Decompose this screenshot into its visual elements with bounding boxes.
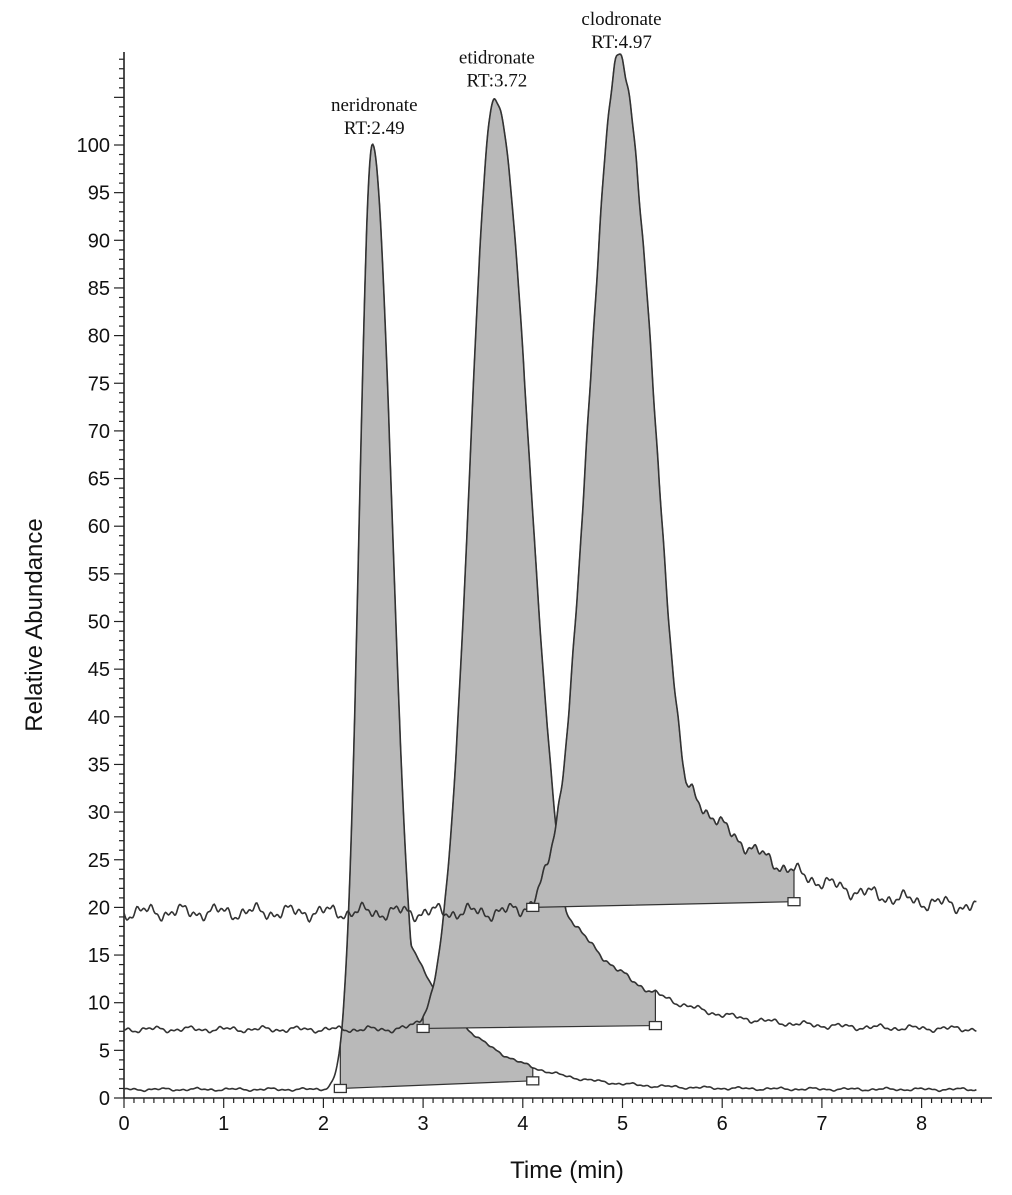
y-tick-label: 75: [88, 373, 110, 395]
peak-area-clodronate: [532, 53, 795, 909]
x-tick-label: 3: [418, 1113, 429, 1135]
x-tick-label: 4: [517, 1113, 528, 1135]
x-tick-label: 7: [816, 1113, 827, 1135]
y-tick-label: 100: [77, 135, 110, 157]
y-tick-label: 85: [88, 278, 110, 300]
y-tick-label: 95: [88, 183, 110, 205]
y-tick-label: 20: [88, 897, 110, 919]
x-tick-label: 2: [318, 1113, 329, 1135]
y-axis-title: Relative Abundance: [21, 518, 48, 732]
integration-start-marker: [416, 1023, 430, 1034]
y-tick-label: 80: [88, 326, 110, 348]
x-axis-title: Time (min): [510, 1157, 624, 1184]
axes: 0510152025303540455055606570758085909510…: [77, 52, 992, 1135]
y-tick-label: 40: [88, 707, 110, 729]
retention-time-label: RT:3.72: [467, 70, 528, 91]
trace-neridronate: [124, 143, 977, 1093]
integration-start-marker: [526, 902, 540, 913]
y-tick-label: 30: [88, 802, 110, 824]
integration-start-marker: [333, 1083, 347, 1094]
x-tick-label: 8: [916, 1113, 927, 1135]
y-tick-label: 25: [88, 850, 110, 872]
series-layer: [123, 53, 977, 1094]
y-tick-label: 10: [88, 993, 110, 1015]
y-tick-label: 15: [88, 945, 110, 967]
integration-end-marker: [526, 1076, 540, 1086]
peak-label-neridronate: neridronate: [331, 95, 418, 116]
y-tick-label: 50: [88, 612, 110, 634]
retention-time-label: RT:2.49: [344, 118, 405, 139]
x-tick-label: 1: [218, 1113, 229, 1135]
y-tick-label: 60: [88, 516, 110, 538]
y-tick-label: 5: [99, 1040, 110, 1062]
y-tick-label: 0: [99, 1088, 110, 1110]
x-tick-label: 0: [118, 1113, 129, 1135]
trace-clodronate: [123, 53, 977, 923]
peak-label-etidronate: etidronate: [459, 47, 535, 68]
integration-end-marker: [787, 897, 801, 907]
trace-etidronate: [123, 97, 977, 1034]
y-tick-label: 70: [88, 421, 110, 443]
peak-label-clodronate: clodronate: [581, 9, 661, 30]
y-tick-label: 90: [88, 230, 110, 252]
y-tick-label: 55: [88, 564, 110, 586]
y-tick-label: 45: [88, 659, 110, 681]
retention-time-label: RT:4.97: [591, 32, 652, 53]
x-tick-label: 5: [617, 1113, 628, 1135]
y-tick-label: 35: [88, 754, 110, 776]
x-tick-label: 6: [717, 1113, 728, 1135]
integration-end-marker: [648, 1020, 663, 1031]
y-tick-label: 65: [88, 469, 110, 491]
